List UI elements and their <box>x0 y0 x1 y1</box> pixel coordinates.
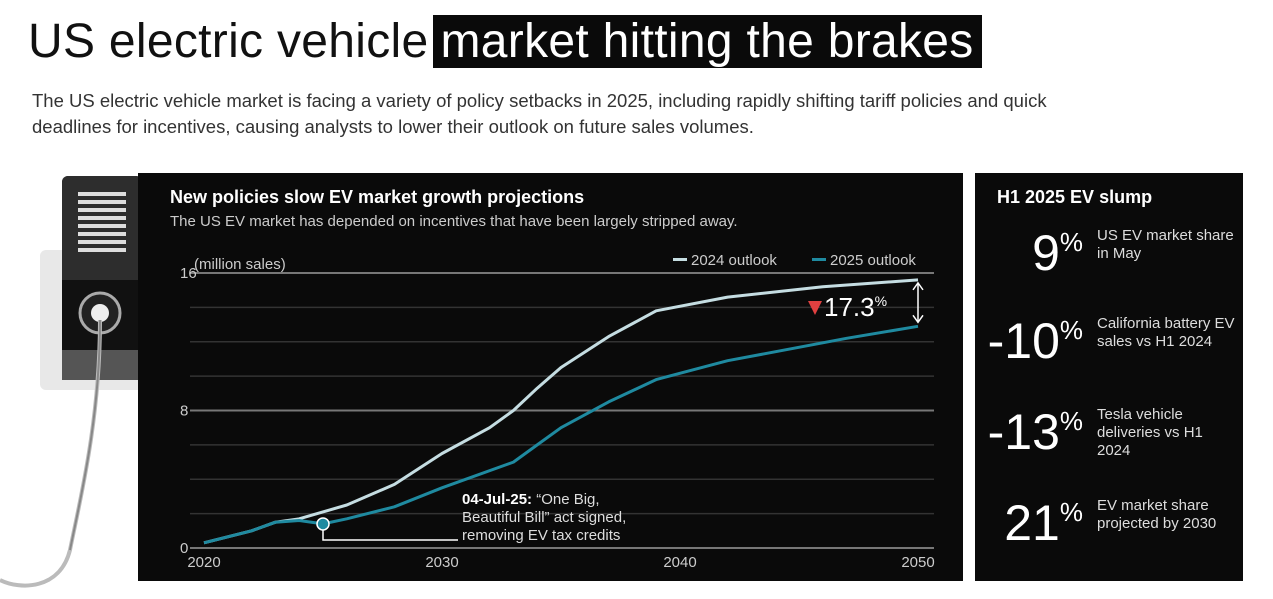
event-annotation-line1: 04-Jul-25: “One Big, <box>462 491 600 508</box>
down-triangle-icon <box>808 301 822 315</box>
stat-value: -13 <box>987 404 1060 460</box>
page-subtitle: The US electric vehicle market is facing… <box>32 90 1047 137</box>
y-tick-label: 0 <box>180 540 188 557</box>
stat-unit: % <box>1059 497 1083 527</box>
ev-charger-illustration <box>0 176 160 588</box>
stats-panel: H1 2025 EV slump 9% US EV market share in… <box>975 173 1243 581</box>
stat-label: US EV market share in May <box>1097 227 1234 262</box>
title-highlight: market hitting the brakes <box>432 15 982 68</box>
stat-value: 9 <box>1032 225 1060 281</box>
line-chart: (million sales) 0 8 16 2020 2030 2040 2050 202… <box>180 252 935 571</box>
chart-subtitle: The US EV market has depended on incenti… <box>170 213 738 230</box>
x-tick-label: 2020 <box>187 554 220 571</box>
event-leader-line <box>322 523 458 541</box>
y-tick-label: 8 <box>180 403 188 420</box>
stat-item: -13% Tesla vehicle deliveries vs H1 2024 <box>975 404 1243 484</box>
legend-2025: 2025 outlook <box>830 252 916 269</box>
chart-title: New policies slow EV market growth proje… <box>170 187 585 207</box>
stat-item: 9% US EV market share in May <box>975 225 1243 305</box>
stats-title: H1 2025 EV slump <box>997 187 1153 207</box>
y-axis-label: (million sales) <box>194 256 286 273</box>
event-annotation-line3: removing EV tax credits <box>462 527 620 544</box>
stat-unit: % <box>1059 406 1083 436</box>
stat-label: EV market share projected by 2030 <box>1097 497 1217 532</box>
gap-percentage: 17.3% <box>824 292 887 322</box>
title-plain: US electric vehicle <box>28 15 429 68</box>
gap-arrow-icon <box>912 281 924 324</box>
x-tick-label: 2030 <box>425 554 458 571</box>
x-tick-label: 2050 <box>901 554 934 571</box>
stat-item: -10% California battery EV sales vs H1 20… <box>975 313 1243 393</box>
stat-unit: % <box>1059 315 1083 345</box>
stat-unit: % <box>1059 227 1083 257</box>
stat-value: -10 <box>987 313 1060 369</box>
legend-swatch-2024 <box>673 258 687 261</box>
series-line-2025-outlook <box>203 324 919 545</box>
legend: 2024 outlook 2025 outlook <box>673 252 916 269</box>
x-tick-label: 2040 <box>663 554 696 571</box>
y-tick-label: 16 <box>180 265 197 282</box>
legend-2024: 2024 outlook <box>691 252 777 269</box>
stat-label: California battery EV sales vs H1 2024 <box>1097 315 1235 350</box>
page-title: US electric vehicle market hitting the br… <box>28 12 982 72</box>
stat-value: 21 <box>1004 495 1060 551</box>
legend-swatch-2025 <box>812 258 826 261</box>
stat-label: Tesla vehicle deliveries vs H1 2024 <box>1097 406 1203 459</box>
event-marker <box>316 517 330 531</box>
chart-panel: New policies slow EV market growth proje… <box>138 173 963 581</box>
stat-item: 21% EV market share projected by 2030 <box>975 495 1243 575</box>
event-annotation-line2: Beautiful Bill” act signed, <box>462 509 626 526</box>
